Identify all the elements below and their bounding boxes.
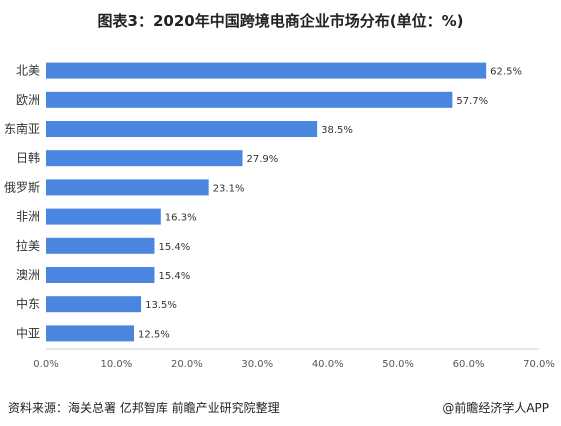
chart-title: 图表3：2020年中国跨境电商企业市场分布(单位：%) [97, 12, 464, 30]
category-label-3: 日韩 [16, 150, 40, 165]
value-label-8: 13.5% [145, 300, 177, 311]
category-label-1: 欧洲 [16, 93, 40, 107]
credit-label: @前瞻经济学人APP [442, 401, 549, 415]
value-label-6: 15.4% [158, 242, 190, 253]
category-label-2: 东南亚 [4, 121, 40, 136]
x-tick-label-7: 70.0% [523, 359, 555, 370]
bar-4 [46, 179, 209, 196]
category-label-9: 中亚 [16, 325, 40, 340]
category-label-8: 中东 [16, 296, 40, 311]
x-axis-group: 0.0% 10.0% 20.0% 30.0% 40.0% 50.0% 60.0% 70.0% [33, 348, 555, 370]
category-label-6: 拉美 [16, 238, 40, 253]
bar-6 [46, 237, 155, 254]
value-label-9: 12.5% [138, 329, 170, 340]
bar-5 [46, 208, 161, 225]
category-label-7: 澳洲 [16, 268, 40, 282]
bar-1 [46, 91, 453, 108]
category-label-0: 北美 [16, 64, 40, 78]
bar-3 [46, 150, 243, 167]
value-label-2: 38.5% [321, 125, 353, 136]
x-tick-label-4: 40.0% [312, 359, 344, 370]
x-tick-label-3: 30.0% [241, 359, 273, 370]
bar-2 [46, 121, 318, 137]
x-tick-label-0: 0.0% [33, 359, 58, 370]
value-label-7: 15.4% [158, 271, 190, 282]
bars-group [46, 62, 487, 342]
x-tick-label-2: 20.0% [171, 359, 203, 370]
value-label-5: 16.3% [165, 213, 197, 224]
bar-8 [46, 296, 142, 313]
x-tick-label-5: 50.0% [382, 359, 414, 370]
bar-7 [46, 267, 155, 283]
source-note: 资料来源：海关总署 亿邦智库 前瞻产业研究院整理 [8, 401, 280, 415]
category-label-5: 非洲 [16, 210, 40, 224]
x-tick-label-1: 10.0% [101, 359, 133, 370]
x-tick-label-6: 60.0% [453, 359, 485, 370]
bar-9 [46, 325, 135, 342]
value-label-0: 62.5% [490, 67, 522, 78]
value-label-4: 23.1% [213, 183, 245, 194]
value-labels-group: 62.5% 57.7% 38.5% 27.9% 23.1% 16.3% 15.4% 15.4%… [138, 67, 522, 341]
value-label-1: 57.7% [456, 96, 488, 107]
value-label-3: 27.9% [246, 154, 278, 165]
bar-0 [46, 62, 487, 79]
category-label-4: 俄罗斯 [4, 180, 40, 194]
